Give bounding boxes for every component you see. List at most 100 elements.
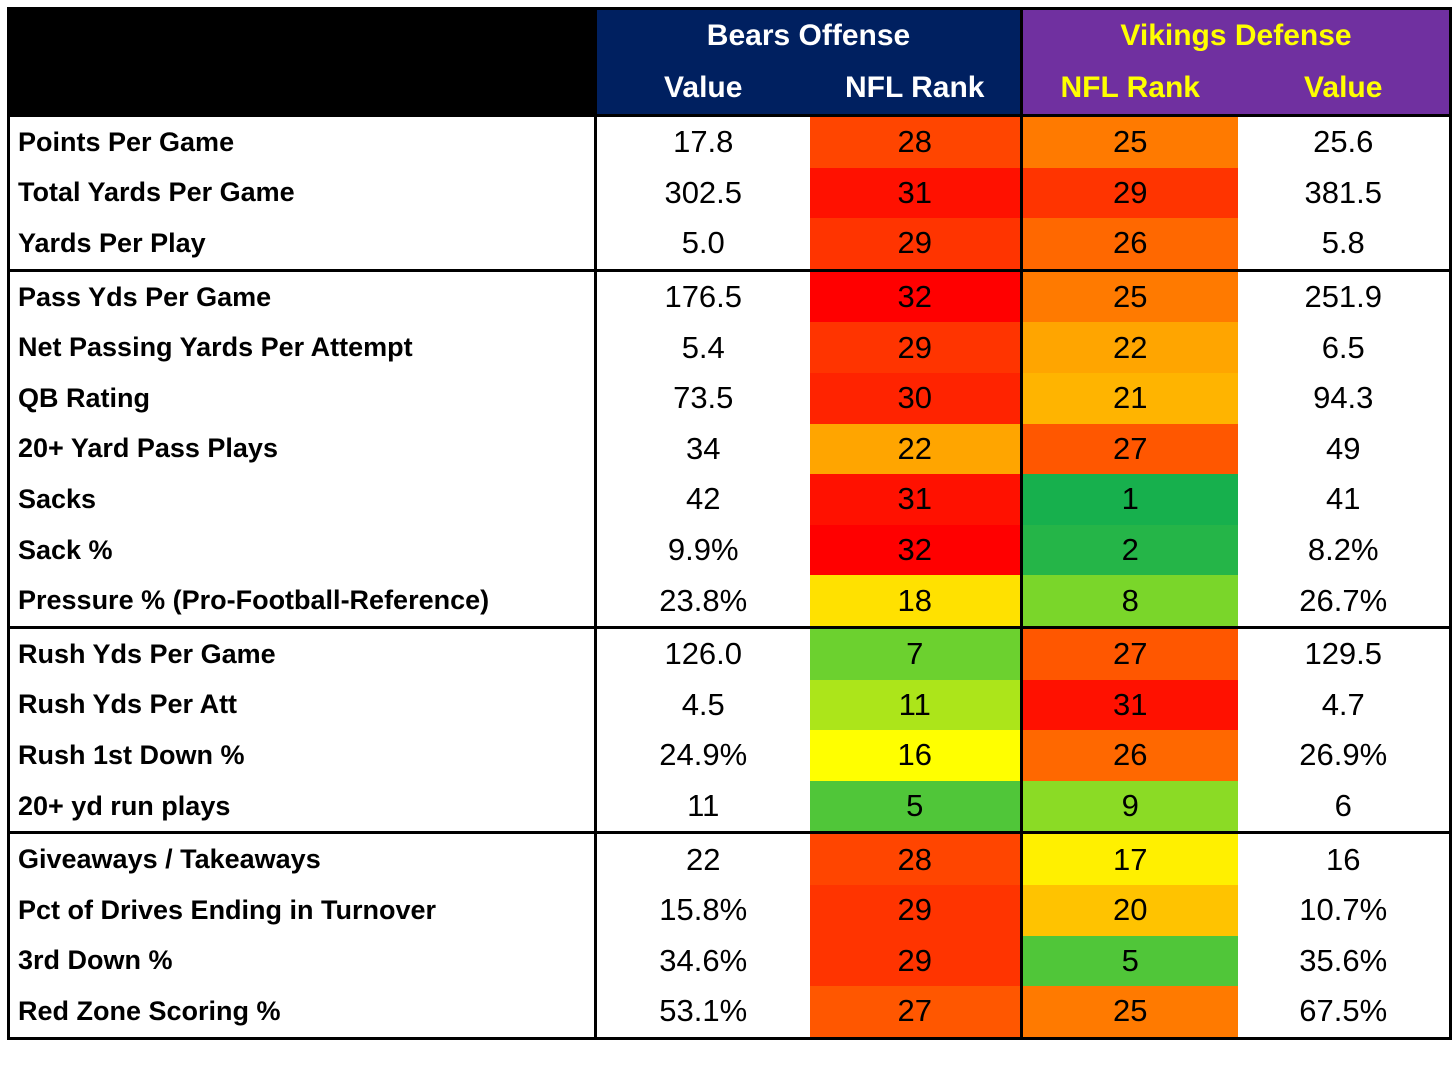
bears-rank-cell: 30 — [809, 372, 1022, 424]
vikings-rank-cell: 27 — [1020, 625, 1238, 680]
bears-rank-cell: 11 — [809, 679, 1022, 731]
vikings-value-cell: 129.5 — [1237, 625, 1451, 680]
bears-rank-cell: 7 — [809, 625, 1022, 680]
bears-value-cell: 23.8% — [659, 582, 748, 618]
stat-label: Sacks — [8, 474, 597, 525]
vikings-rank-cell: 26 — [1020, 218, 1238, 271]
table-row: Giveaways / Takeaways 22 28 17 16 — [8, 831, 1451, 885]
bears-value-cell: 126.0 — [595, 625, 810, 680]
bears-value-cell: 34 — [686, 430, 721, 466]
bears-vikings-comparison-table: Bears Offense Vikings Defense Value NFL … — [7, 7, 1452, 1040]
stat-label: Giveaways / Takeaways — [8, 831, 597, 885]
vikings-value-cell: 25.6 — [1237, 113, 1451, 168]
bears-rank-cell: 29 — [809, 884, 1022, 936]
vikings-rank-cell: 29 — [1020, 167, 1238, 219]
vikings-rank-cell: 21 — [1020, 372, 1238, 424]
bears-value-cell: 5.4 — [681, 329, 725, 365]
vikings-rank-cell: 25 — [1020, 268, 1238, 323]
stat-label: Rush Yds Per Game — [8, 625, 597, 680]
stat-label: Rush Yds Per Att — [8, 679, 597, 731]
table-row: 20+ yd run plays 11 5 9 6 — [8, 780, 1451, 833]
bears-value-cell: 9.9% — [667, 532, 739, 568]
bears-value-header: Value — [595, 62, 810, 117]
vikings-value-cell: 6.5 — [1321, 329, 1365, 365]
bears-rank-cell: 31 — [809, 167, 1022, 219]
stat-label: Sack % — [8, 524, 597, 576]
vikings-value-cell: 251.9 — [1237, 268, 1451, 323]
table-row: Pressure % (Pro-Football-Reference) 23.8%… — [8, 575, 1451, 628]
bears-rank-cell: 29 — [809, 218, 1022, 271]
bears-value-cell: 11 — [687, 788, 720, 824]
bears-value-cell: 4.5 — [681, 686, 725, 722]
vikings-value-cell: 35.6% — [1299, 942, 1388, 978]
table-row: QB Rating 73.5 30 21 94.3 — [8, 372, 1451, 424]
stat-label: Red Zone Scoring % — [8, 986, 597, 1039]
table-row: Yards Per Play 5.0 29 26 5.8 — [8, 218, 1451, 271]
vikings-rank-cell: 26 — [1020, 730, 1238, 781]
stat-label: Total Yards Per Game — [8, 167, 597, 219]
table-row: Pass Yds Per Game 176.5 32 25 251.9 — [8, 268, 1451, 323]
vikings-value-cell: 381.5 — [1304, 174, 1383, 210]
bears-rank-cell: 32 — [809, 268, 1022, 323]
table-row: Total Yards Per Game 302.5 31 29 381.5 — [8, 167, 1451, 219]
vikings-value-cell: 26.7% — [1299, 582, 1388, 618]
table-row: 3rd Down % 34.6% 29 5 35.6% — [8, 935, 1451, 987]
vikings-value-cell: 4.7 — [1321, 686, 1365, 722]
vikings-value-cell: 94.3 — [1313, 380, 1374, 416]
table-body: Points Per Game 17.8 28 25 25.6 Total Yards P… — [8, 113, 1451, 1039]
stat-label: Yards Per Play — [8, 218, 597, 271]
bears-value-cell: 176.5 — [595, 268, 810, 323]
vikings-value-cell: 8.2% — [1307, 532, 1379, 568]
stat-label: Net Passing Yards Per Attempt — [8, 322, 597, 373]
vikings-value-cell: 49 — [1326, 430, 1361, 466]
bears-offense-header: Bears Offense — [595, 8, 1022, 62]
vikings-rank-cell: 17 — [1020, 831, 1238, 885]
bears-value-cell: 73.5 — [673, 380, 734, 416]
vikings-rank-header: NFL Rank — [1020, 62, 1238, 117]
vikings-rank-cell: 25 — [1020, 113, 1238, 168]
table-row: Points Per Game 17.8 28 25 25.6 — [8, 113, 1451, 168]
vikings-value-cell: 67.5% — [1299, 993, 1388, 1029]
vikings-rank-cell: 31 — [1020, 679, 1238, 731]
bears-rank-cell: 28 — [809, 113, 1022, 168]
vikings-rank-cell: 5 — [1020, 935, 1238, 987]
vikings-rank-cell: 1 — [1020, 474, 1238, 525]
bears-value-cell: 15.8% — [659, 892, 748, 928]
vikings-value-cell: 16 — [1237, 831, 1451, 885]
table-row: Sacks 42 31 1 41 — [8, 474, 1451, 525]
stat-label: Rush 1st Down % — [8, 730, 597, 781]
header-blank-cell — [8, 8, 597, 116]
bears-rank-cell: 29 — [809, 935, 1022, 987]
stat-label: Pass Yds Per Game — [8, 268, 597, 323]
bears-rank-cell: 22 — [809, 423, 1022, 475]
bears-value-cell: 17.8 — [595, 113, 810, 168]
bears-value-cell: 22 — [595, 831, 810, 885]
vikings-value-cell: 10.7% — [1299, 892, 1388, 928]
stat-label: Pct of Drives Ending in Turnover — [8, 884, 597, 936]
bears-rank-cell: 5 — [809, 780, 1022, 833]
vikings-rank-cell: 22 — [1020, 322, 1238, 373]
bears-rank-cell: 27 — [809, 986, 1022, 1039]
vikings-rank-cell: 25 — [1020, 986, 1238, 1039]
stat-label: QB Rating — [8, 372, 597, 424]
bears-rank-cell: 28 — [809, 831, 1022, 885]
bears-rank-cell: 32 — [809, 524, 1022, 576]
bears-value-cell: 53.1% — [659, 993, 748, 1029]
table-row: Rush Yds Per Att 4.5 11 31 4.7 — [8, 679, 1451, 731]
bears-value-cell: 42 — [686, 481, 721, 517]
vikings-value-cell: 26.9% — [1299, 737, 1388, 773]
table-row: Red Zone Scoring % 53.1% 27 25 67.5% — [8, 986, 1451, 1039]
bears-value-cell: 5.0 — [681, 225, 725, 261]
table-row: 20+ Yard Pass Plays 34 22 27 49 — [8, 423, 1451, 475]
bears-rank-cell: 29 — [809, 322, 1022, 373]
table-row: Rush 1st Down % 24.9% 16 26 26.9% — [8, 730, 1451, 781]
bears-rank-cell: 16 — [809, 730, 1022, 781]
vikings-value-header: Value — [1237, 62, 1451, 117]
bears-value-cell: 302.5 — [664, 174, 743, 210]
stat-label: 20+ yd run plays — [8, 780, 597, 833]
bears-rank-cell: 18 — [809, 575, 1022, 628]
table-row: Rush Yds Per Game 126.0 7 27 129.5 — [8, 625, 1451, 680]
vikings-rank-cell: 2 — [1020, 524, 1238, 576]
stat-label: Points Per Game — [8, 113, 597, 168]
vikings-value-cell: 6 — [1334, 788, 1352, 824]
